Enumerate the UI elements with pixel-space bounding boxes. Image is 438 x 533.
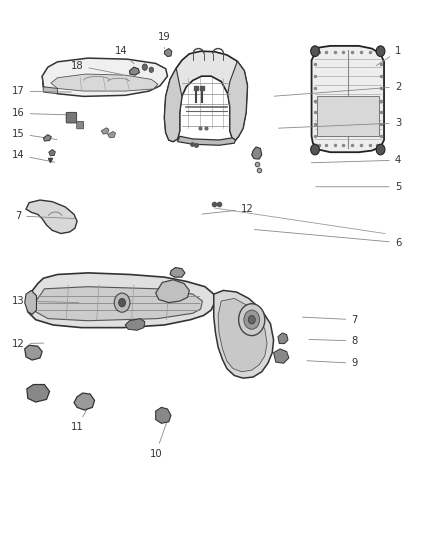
Text: 11: 11 bbox=[71, 402, 91, 432]
Polygon shape bbox=[155, 280, 189, 303]
Text: 18: 18 bbox=[71, 61, 122, 75]
Polygon shape bbox=[228, 61, 247, 140]
Polygon shape bbox=[27, 273, 215, 328]
Polygon shape bbox=[43, 135, 51, 141]
Polygon shape bbox=[164, 68, 182, 142]
Text: 8: 8 bbox=[309, 336, 357, 346]
Text: 15: 15 bbox=[12, 128, 57, 140]
Circle shape bbox=[239, 304, 265, 336]
Polygon shape bbox=[170, 268, 185, 277]
Polygon shape bbox=[274, 349, 289, 364]
Polygon shape bbox=[155, 407, 171, 423]
Text: 6: 6 bbox=[254, 230, 401, 247]
Text: 2: 2 bbox=[274, 82, 401, 96]
Polygon shape bbox=[42, 58, 167, 96]
Polygon shape bbox=[108, 132, 116, 138]
Text: 13: 13 bbox=[12, 296, 79, 306]
Polygon shape bbox=[164, 49, 172, 56]
Text: 14: 14 bbox=[12, 150, 55, 162]
Circle shape bbox=[114, 293, 130, 312]
Text: 7: 7 bbox=[303, 314, 357, 325]
Text: 12: 12 bbox=[202, 204, 254, 214]
Text: 19: 19 bbox=[158, 32, 171, 49]
Polygon shape bbox=[49, 150, 55, 156]
FancyBboxPatch shape bbox=[66, 112, 77, 123]
Circle shape bbox=[248, 316, 255, 324]
Polygon shape bbox=[218, 298, 267, 372]
Text: 9: 9 bbox=[307, 358, 357, 368]
Polygon shape bbox=[177, 136, 236, 146]
Polygon shape bbox=[25, 345, 42, 360]
Text: 3: 3 bbox=[279, 118, 401, 128]
Text: 7: 7 bbox=[15, 211, 74, 221]
Text: 17: 17 bbox=[12, 86, 71, 96]
Polygon shape bbox=[27, 384, 49, 402]
Polygon shape bbox=[164, 51, 247, 142]
Circle shape bbox=[311, 144, 319, 155]
Polygon shape bbox=[214, 290, 274, 378]
Circle shape bbox=[244, 310, 260, 329]
Text: 5: 5 bbox=[316, 182, 401, 192]
Polygon shape bbox=[25, 290, 36, 314]
Circle shape bbox=[376, 46, 385, 56]
Polygon shape bbox=[311, 46, 384, 152]
Text: 1: 1 bbox=[376, 46, 401, 66]
Polygon shape bbox=[26, 200, 77, 233]
Polygon shape bbox=[51, 74, 158, 91]
Text: 16: 16 bbox=[12, 108, 72, 118]
Circle shape bbox=[311, 46, 319, 56]
Polygon shape bbox=[130, 67, 140, 75]
Polygon shape bbox=[42, 76, 57, 94]
Polygon shape bbox=[74, 393, 95, 410]
Polygon shape bbox=[278, 333, 288, 344]
Circle shape bbox=[142, 64, 148, 70]
Text: 12: 12 bbox=[12, 338, 44, 349]
Polygon shape bbox=[125, 319, 145, 330]
Text: 4: 4 bbox=[311, 155, 401, 165]
Text: 10: 10 bbox=[149, 419, 168, 458]
FancyBboxPatch shape bbox=[317, 96, 379, 136]
Polygon shape bbox=[252, 147, 262, 159]
Circle shape bbox=[376, 144, 385, 155]
Text: 14: 14 bbox=[114, 46, 134, 63]
Polygon shape bbox=[101, 128, 109, 134]
Circle shape bbox=[119, 298, 126, 307]
FancyBboxPatch shape bbox=[77, 122, 84, 129]
Circle shape bbox=[149, 67, 153, 72]
Polygon shape bbox=[35, 287, 202, 321]
